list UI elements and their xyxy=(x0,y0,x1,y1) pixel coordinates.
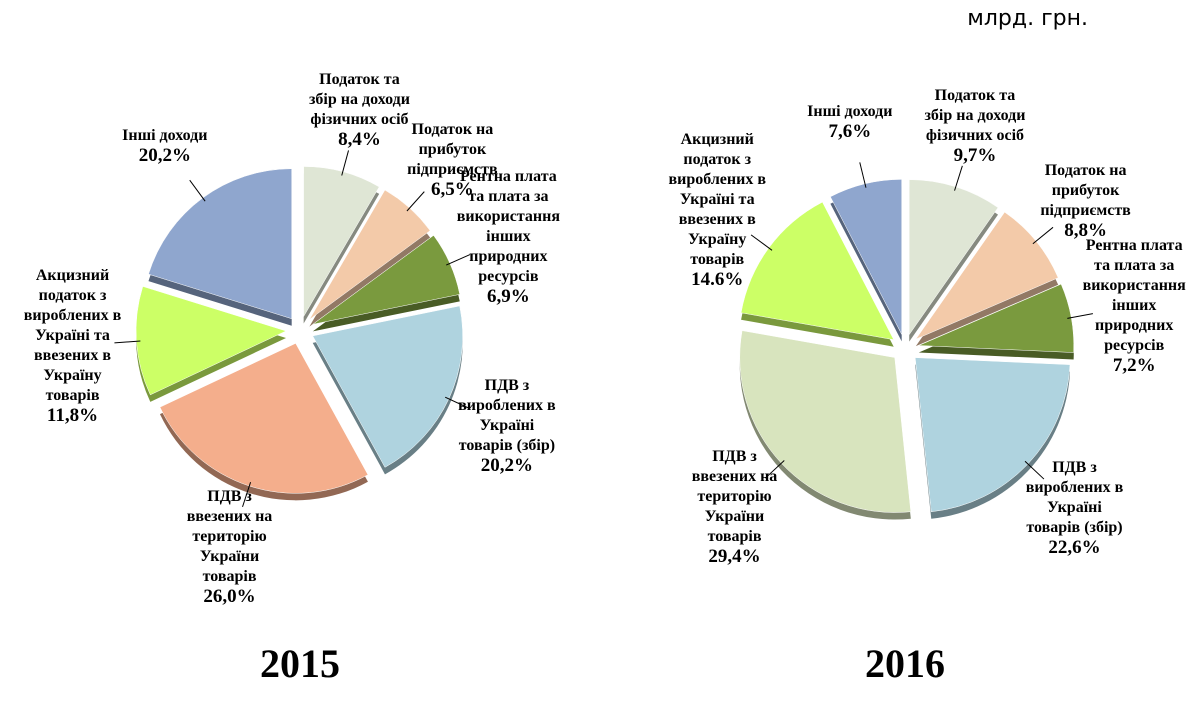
leader-line xyxy=(242,482,252,508)
slice-label: ПДВ з вироблених в Україні товарів (збір… xyxy=(455,376,559,476)
slice-name: Податок та збір на доходи фізичних осіб xyxy=(924,86,1026,144)
slice-label: Податок на прибуток підприємств 8,8% xyxy=(1034,161,1138,241)
slice-label: Акцизний податок з вироблених в Україні … xyxy=(21,266,125,426)
slice-name: Податок на прибуток підприємств xyxy=(407,121,498,179)
leader-line xyxy=(954,165,963,191)
slice-name: Рентна плата та плата за використання ін… xyxy=(456,168,560,286)
slice-value: 11,8% xyxy=(46,404,99,426)
slice-name: Інші доходи xyxy=(807,102,893,120)
slice-value: 20,2% xyxy=(480,454,534,476)
slice-name: Податок та збір на доходи фізичних осіб xyxy=(309,70,410,128)
leader-line xyxy=(189,179,206,202)
slice-label: Акцизний податок з вироблених в Україні … xyxy=(665,130,769,290)
slice-label: ПДВ з вироблених в Україні товарів (збір… xyxy=(1022,458,1126,558)
year-title: 2016 xyxy=(865,641,945,686)
slice-label: Рентна плата та плата за використання ін… xyxy=(456,167,560,307)
slice-value: 8,4% xyxy=(338,128,381,150)
slice-value: 22,6% xyxy=(1048,536,1101,558)
slice-name: Податок на прибуток підприємств xyxy=(1040,161,1131,219)
slice-label: ПДВ з ввезених на територію України това… xyxy=(178,487,282,607)
slice-name: Рентна плата та плата за використання ін… xyxy=(1082,237,1186,355)
slice-value: 6,9% xyxy=(487,286,530,308)
slice-name: Інші доходи xyxy=(122,127,208,145)
slice-value: 9,7% xyxy=(953,144,997,166)
leader-line xyxy=(444,396,470,409)
leader-line xyxy=(1024,460,1045,480)
slice-label: Податок та збір на доходи фізичних осіб 8… xyxy=(307,70,411,150)
slice-label: Рентна плата та плата за використання ін… xyxy=(1082,236,1186,376)
slice-name: ПДВ з вироблених в Україні товарів (збір… xyxy=(458,376,556,454)
slice-name: ПДВ з ввезених на територію України това… xyxy=(691,447,778,545)
leader-line xyxy=(1067,313,1093,319)
leader-line xyxy=(341,150,349,176)
slice-name: ПДВ з вироблених в Україні товарів (збір… xyxy=(1025,458,1124,536)
leader-line xyxy=(764,460,785,479)
slice-label: ПДВ з ввезених на територію України това… xyxy=(683,447,787,567)
leader-line xyxy=(750,234,773,251)
slice-name: Акцизний податок з вироблених в Україні … xyxy=(668,131,766,269)
leader-line xyxy=(406,191,425,212)
slice-value: 6,5% xyxy=(431,179,474,201)
leader-line xyxy=(1032,226,1054,245)
slice-value: 7,6% xyxy=(828,120,872,142)
slice-label: Інші доходи 20,2% xyxy=(113,126,217,166)
leader-line xyxy=(859,162,867,188)
leader-line xyxy=(114,340,141,344)
slice-value: 7,2% xyxy=(1112,355,1156,377)
slice-value: 14.6% xyxy=(691,269,744,291)
slice-name: ПДВ з ввезених на територію України това… xyxy=(186,487,273,585)
slice-value: 29,4% xyxy=(708,545,761,567)
slice-value: 8,8% xyxy=(1064,219,1107,241)
slice-name: Акцизний податок з вироблених в Україні … xyxy=(23,266,122,404)
slice-value: 26,0% xyxy=(203,585,256,607)
year-title: 2015 xyxy=(260,641,340,686)
slice-value: 20,2% xyxy=(138,145,191,167)
unit-label: млрд. грн. xyxy=(967,6,1088,31)
slice-label: Інші доходи 7,6% xyxy=(798,102,902,142)
leader-line xyxy=(446,254,471,266)
slice-label: Податок на прибуток підприємств 6,5% xyxy=(400,120,504,200)
slice-label: Податок та збір на доходи фізичних осіб 9… xyxy=(923,86,1027,166)
